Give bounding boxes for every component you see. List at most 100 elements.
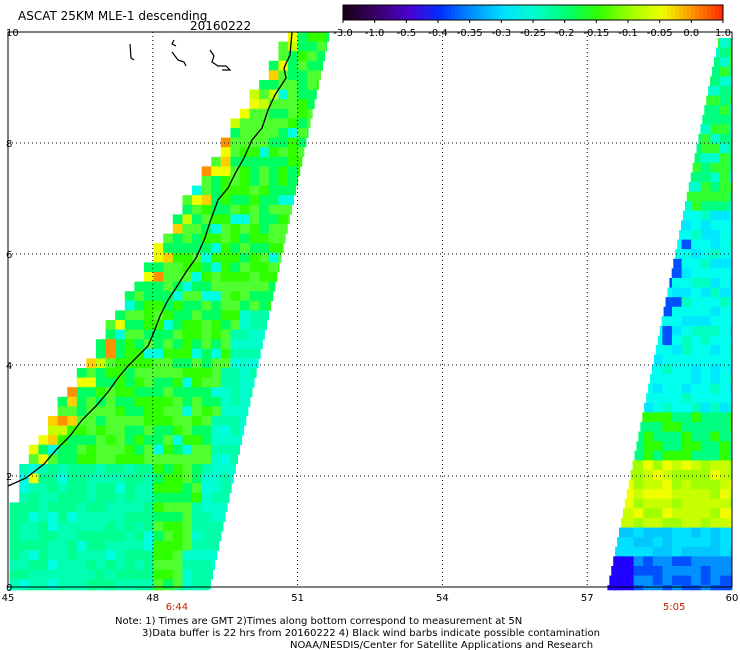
west-swath-cell [76, 454, 87, 465]
west-swath-cell [163, 569, 174, 580]
east-swath-cell [653, 354, 664, 365]
west-swath-cell [28, 569, 39, 580]
colorbar-cell [451, 5, 456, 20]
west-swath-cell [278, 147, 289, 158]
west-swath-cell [153, 435, 164, 446]
west-swath-cell [134, 281, 145, 292]
west-swath-cell [259, 147, 270, 158]
east-swath-cell [692, 162, 703, 173]
east-swath-cell [720, 66, 730, 77]
west-swath-cell [278, 89, 289, 100]
east-swath-cell [672, 518, 682, 528]
west-swath-cell [249, 118, 260, 129]
west-swath-cell [67, 473, 78, 484]
west-swath-cell [163, 358, 174, 369]
west-swath-cell [240, 291, 250, 302]
east-swath-cell [720, 201, 730, 212]
east-swath-cell [662, 566, 673, 576]
west-swath-cell [259, 128, 270, 138]
west-swath-cell [57, 588, 68, 591]
west-swath-cell [220, 195, 231, 206]
west-swath-cell [9, 588, 20, 591]
east-swath-cell [617, 537, 627, 548]
west-swath-cell [259, 339, 263, 350]
west-swath-cell [201, 233, 212, 244]
east-swath-cell [662, 450, 673, 461]
west-swath-cell [153, 272, 164, 282]
lon-tick-label: 54 [436, 593, 449, 604]
east-swath-cell [643, 460, 654, 471]
west-swath-cell [124, 348, 135, 359]
east-swath-cell [634, 450, 645, 461]
west-swath-cell [96, 348, 106, 359]
west-swath-cell [19, 483, 30, 494]
west-swath-cell [259, 291, 270, 302]
west-swath-cell [124, 579, 135, 590]
west-swath-cell [230, 320, 241, 330]
east-swath-cell [729, 268, 733, 279]
west-swath-cell [182, 310, 193, 321]
east-swath-cell [729, 306, 733, 317]
west-swath-cell [163, 262, 174, 273]
east-swath-cell [700, 527, 711, 538]
east-swath-cell [662, 431, 673, 442]
lon-tick-label: 45 [2, 593, 15, 604]
west-swath-cell [76, 387, 87, 398]
west-swath-cell [249, 377, 255, 388]
west-swath-cell [124, 320, 135, 330]
west-swath-cell [172, 272, 183, 282]
east-swath-cell [720, 47, 730, 58]
west-swath-cell [153, 473, 164, 484]
east-swath-cell [691, 191, 702, 202]
west-swath-cell [86, 569, 97, 580]
colorbar-cell [687, 5, 692, 20]
footer-note-2: 3)Data buffer is 22 hrs from 20160222 4)… [142, 628, 600, 639]
west-swath-cell [249, 396, 251, 407]
west-swath-cell [230, 425, 241, 436]
colorbar-cell [527, 5, 532, 20]
west-swath-cell [192, 243, 202, 254]
west-swath-cell [268, 300, 272, 311]
colorbar-cell [703, 5, 708, 20]
west-swath-cell [115, 550, 126, 561]
east-swath-cell [681, 393, 692, 404]
east-swath-cell [729, 230, 733, 240]
west-swath-cell [28, 579, 39, 590]
west-swath-cell [115, 579, 126, 590]
west-swath-cell [249, 185, 260, 196]
east-swath-cell [710, 412, 721, 423]
east-swath-cell [691, 460, 702, 471]
west-swath-cell [172, 416, 183, 426]
west-swath-cell [163, 243, 174, 254]
west-swath-cell [249, 281, 260, 292]
east-swath-cell [729, 249, 733, 260]
west-swath-cell [153, 550, 164, 561]
west-swath-cell [153, 396, 164, 407]
west-swath-cell [105, 531, 116, 542]
west-swath-cell [115, 464, 126, 474]
east-swath-cell [691, 537, 702, 548]
west-swath-cell [28, 540, 39, 551]
west-swath-cell [163, 406, 174, 417]
west-swath-cell [182, 377, 193, 388]
east-swath-cell [720, 258, 730, 269]
west-swath-cell [220, 416, 231, 426]
colorbar-cell [415, 5, 420, 20]
east-swath-cell [681, 479, 692, 490]
colorbar-cell [523, 5, 528, 20]
east-swath-cell [700, 546, 711, 557]
west-swath-cell [144, 502, 154, 513]
west-swath-cell [96, 387, 106, 398]
east-swath-cell [643, 537, 654, 548]
east-swath-cell [710, 470, 721, 480]
west-swath-cell [211, 550, 218, 561]
west-swath-cell [201, 377, 212, 388]
colorbar-cell [691, 5, 696, 20]
east-swath-cell [633, 508, 644, 519]
east-swath-cell [712, 66, 722, 77]
west-swath-cell [192, 214, 202, 225]
east-swath-cell [681, 239, 692, 250]
east-swath-cell [672, 546, 682, 557]
east-swath-cell [614, 575, 625, 586]
west-swath-cell [172, 531, 183, 542]
